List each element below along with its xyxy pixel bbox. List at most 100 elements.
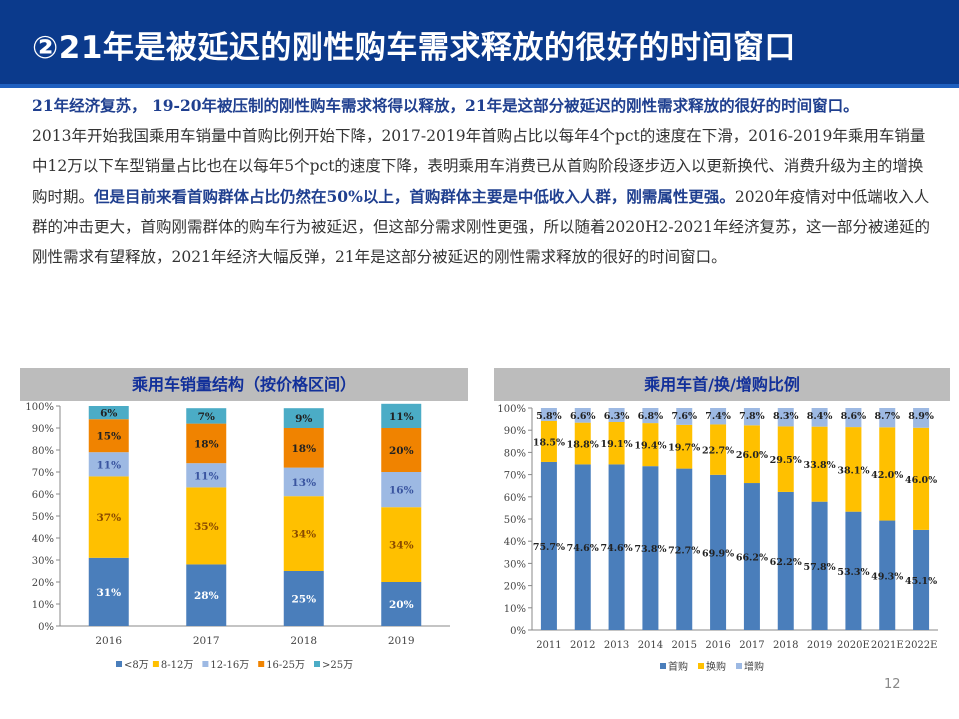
- body-text: 21年经济复苏， 19-20年被压制的刚性购车需求将得以释放，21年是这部分被延…: [32, 91, 932, 272]
- data-label: 25%: [291, 594, 316, 606]
- y-tick-label: 60%: [504, 493, 526, 504]
- chart-title: 乘用车首/换/增购比例: [494, 368, 950, 401]
- x-tick-label: 2020E: [837, 640, 870, 651]
- data-label: 6.6%: [570, 411, 596, 422]
- data-label: 9%: [295, 413, 312, 425]
- bar-segment: [186, 408, 227, 424]
- data-label: 75.7%: [533, 542, 565, 553]
- data-label: 20%: [389, 445, 414, 457]
- legend-label: 换购: [706, 660, 726, 673]
- analysis-text-2: 2020年疫情对中低端收入人群的冲击更大，首购刚需群体的购车行为被延迟，但这部分…: [32, 187, 931, 267]
- purchase-type-svg: 0% 10% 20% 30% 40% 50% 60% 70% 80% 90% 100% 75.7% 18…: [497, 404, 938, 673]
- data-label: 72.7%: [668, 545, 700, 556]
- data-label: 7.6%: [671, 411, 697, 422]
- analysis-text-1: 2013年开始我国乘用车销量中首购比例开始下降，2017-2019年首购占比以每…: [32, 127, 926, 206]
- bar-segment: [811, 426, 828, 502]
- y-tick-label: 10%: [32, 600, 54, 611]
- data-label: 8.4%: [807, 411, 833, 422]
- data-label: 19.1%: [600, 439, 632, 450]
- y-tick-label: 40%: [32, 534, 54, 545]
- bar-segment: [608, 464, 625, 630]
- data-label: 35%: [194, 521, 219, 533]
- x-tick-label: 2016: [95, 635, 122, 647]
- data-label: 34%: [291, 529, 316, 541]
- slide-title: ②21年是被延迟的刚性购车需求释放的很好的时间窗口: [32, 30, 796, 66]
- bar-segment: [879, 427, 896, 521]
- bar-segment: [710, 408, 727, 425]
- data-label: 8.6%: [841, 411, 867, 422]
- page-number: 12: [884, 677, 901, 692]
- bar-segment: [811, 501, 828, 630]
- bar-segment: [777, 408, 794, 427]
- data-label: 11%: [194, 470, 219, 482]
- data-label: 11%: [389, 411, 414, 423]
- data-label: 18.8%: [567, 440, 599, 451]
- bar-segment: [283, 408, 324, 428]
- y-tick-label: 50%: [32, 512, 54, 523]
- data-label: 74.6%: [567, 543, 599, 554]
- data-label: 15%: [96, 431, 121, 443]
- legend-swatch: [660, 663, 666, 669]
- data-label: 13%: [291, 477, 316, 489]
- data-label: 6.3%: [604, 411, 630, 422]
- bar-segment: [913, 427, 930, 530]
- data-label: 22.7%: [702, 446, 734, 457]
- bar-segment: [283, 496, 324, 571]
- data-label: 69.9%: [702, 548, 734, 559]
- bar-segment: [845, 408, 862, 428]
- data-label: 6.8%: [638, 411, 664, 422]
- legend-swatch: [258, 661, 265, 667]
- x-tick-label: 2011: [536, 640, 561, 651]
- bar-segment: [913, 529, 930, 630]
- bar-segment: [186, 423, 227, 464]
- bar-segment: [642, 408, 659, 424]
- data-label: 49.3%: [871, 571, 903, 582]
- data-label: 74.6%: [600, 543, 632, 554]
- data-label: 66.2%: [736, 553, 768, 564]
- bar-segment: [186, 564, 227, 626]
- legend-label: 8-12万: [161, 660, 193, 671]
- price-structure-chart: 乘用车销量结构（按价格区间） 0% 10% 20% 30% 40% 50% 60% 70% 80…: [20, 368, 468, 678]
- bar-segment: [676, 408, 693, 425]
- data-label: 53.3%: [837, 567, 869, 578]
- bar-segment: [381, 472, 422, 508]
- bar-segment: [574, 422, 591, 465]
- legend-label: 增购: [744, 660, 764, 673]
- data-label: 46.0%: [905, 475, 937, 486]
- y-tick-label: 90%: [504, 426, 526, 437]
- x-tick-label: 2014: [638, 640, 663, 651]
- bar-segment: [88, 452, 129, 477]
- legend-label: >25万: [322, 660, 353, 671]
- y-tick-label: 90%: [32, 424, 54, 435]
- x-tick-label: 2012: [570, 640, 595, 651]
- bar-segment: [879, 520, 896, 630]
- bar-segment: [283, 428, 324, 468]
- summary-paragraph: 21年经济复苏， 19-20年被压制的刚性购车需求将得以释放，21年是这部分被延…: [32, 96, 859, 115]
- data-label: 57.8%: [803, 562, 835, 573]
- data-label: 26.0%: [736, 450, 768, 461]
- bar-segment: [381, 507, 422, 582]
- legend-swatch: [698, 663, 704, 669]
- x-tick-label: 2013: [604, 640, 629, 651]
- bar-segment: [283, 571, 324, 626]
- bar-segment: [574, 408, 591, 423]
- x-tick-label: 2016: [705, 640, 730, 651]
- y-tick-label: 40%: [504, 537, 526, 548]
- data-label: 5.8%: [536, 411, 562, 422]
- data-label: 31%: [96, 587, 121, 599]
- bar-segment: [283, 467, 324, 497]
- y-tick-label: 60%: [32, 490, 54, 501]
- y-tick-label: 50%: [504, 515, 526, 526]
- y-tick-label: 20%: [504, 582, 526, 593]
- bar-segment: [676, 468, 693, 630]
- data-label: 7.4%: [705, 411, 731, 422]
- data-label: 16%: [389, 485, 414, 497]
- bar-segment: [710, 424, 727, 475]
- y-tick-label: 100%: [25, 402, 54, 413]
- y-tick-label: 80%: [32, 446, 54, 457]
- purchase-type-chart: 乘用车首/换/增购比例 0% 10% 20% 30% 40% 50% 60% 70% 80% 90…: [494, 368, 950, 678]
- data-label: 8.3%: [773, 411, 799, 422]
- bar-segment: [381, 582, 422, 626]
- y-tick-label: 30%: [32, 556, 54, 567]
- data-label: 73.8%: [634, 544, 666, 555]
